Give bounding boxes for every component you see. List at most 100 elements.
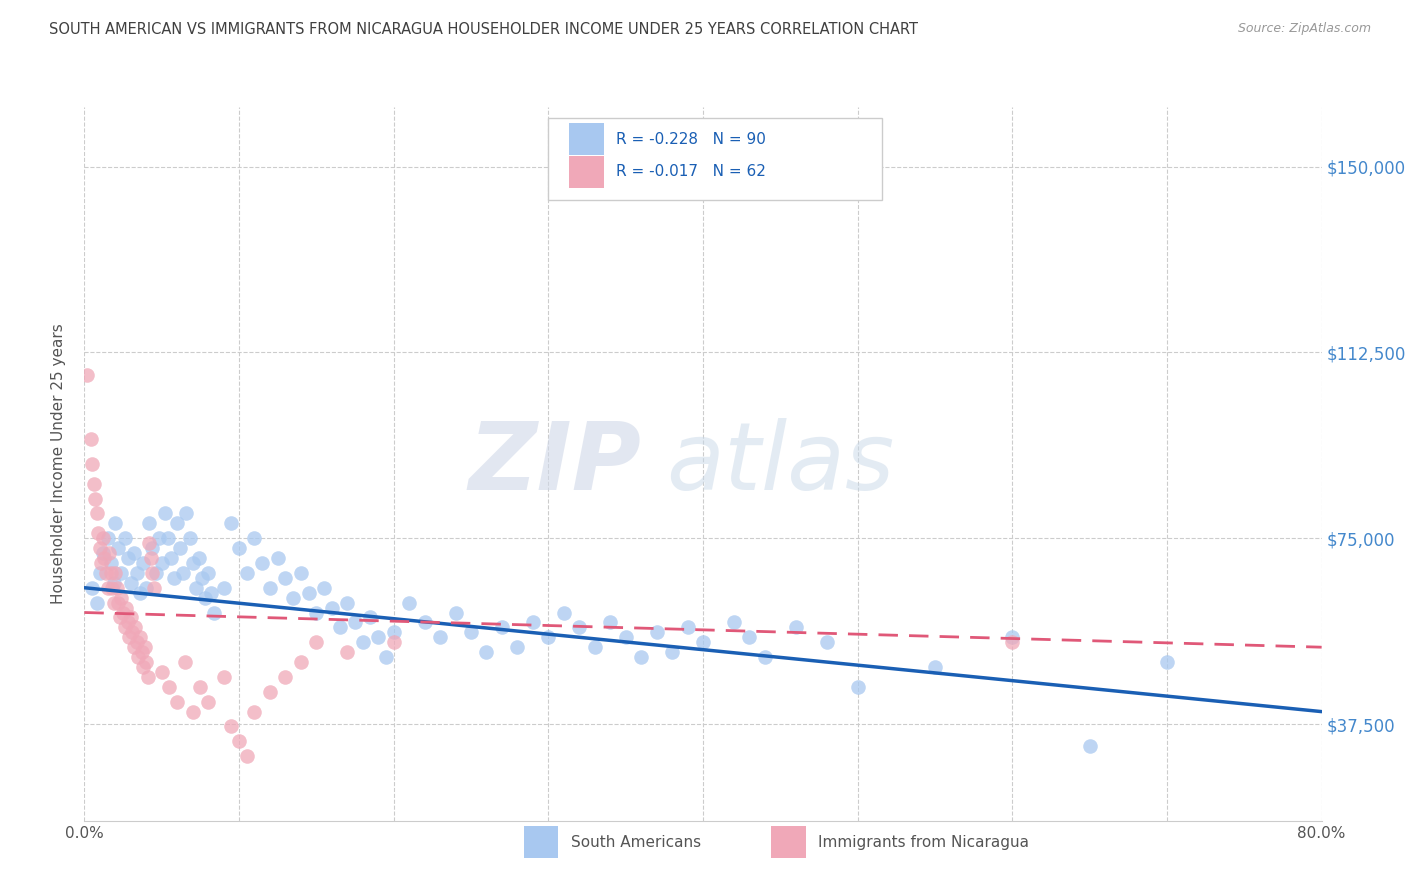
Point <box>82 581 104 595</box>
Point <box>131 645 153 659</box>
Point <box>166 695 188 709</box>
Point <box>118 630 141 644</box>
Point <box>90 556 112 570</box>
Point <box>110 566 132 580</box>
Point <box>329 620 352 634</box>
Point <box>785 620 807 634</box>
Point <box>139 551 162 566</box>
Point <box>267 551 290 566</box>
Point <box>236 749 259 764</box>
Point <box>136 670 159 684</box>
Point <box>121 625 143 640</box>
Point <box>97 581 120 595</box>
Point <box>475 645 498 659</box>
Point <box>141 566 163 580</box>
Point <box>105 581 128 595</box>
Text: ZIP: ZIP <box>468 417 641 510</box>
Point <box>172 566 194 580</box>
Point <box>429 630 451 644</box>
Point <box>103 575 125 590</box>
Point <box>104 566 127 580</box>
Point <box>84 491 107 506</box>
Point <box>191 571 214 585</box>
Point <box>398 596 420 610</box>
Point <box>138 516 160 531</box>
Point <box>815 635 838 649</box>
Point <box>114 620 136 634</box>
FancyBboxPatch shape <box>569 123 605 155</box>
Point <box>676 620 699 634</box>
Point <box>305 635 328 649</box>
Point <box>599 615 621 630</box>
Point <box>290 566 312 580</box>
Point <box>243 705 266 719</box>
Point <box>661 645 683 659</box>
Point <box>107 541 129 555</box>
Text: R = -0.228   N = 90: R = -0.228 N = 90 <box>616 132 766 146</box>
Point <box>1078 739 1101 754</box>
Point <box>141 541 163 555</box>
Text: Immigrants from Nicaragua: Immigrants from Nicaragua <box>818 835 1029 849</box>
Point <box>94 566 117 580</box>
Point <box>194 591 217 605</box>
Point <box>305 606 328 620</box>
Point <box>122 640 145 655</box>
Point <box>382 625 405 640</box>
Point <box>132 556 155 570</box>
Point <box>375 650 398 665</box>
Point <box>522 615 544 630</box>
Point <box>79 432 101 446</box>
Point <box>197 566 219 580</box>
Point <box>243 531 266 545</box>
Point <box>568 620 591 634</box>
Point <box>228 541 250 555</box>
Point <box>153 507 176 521</box>
Point <box>259 685 281 699</box>
Point <box>132 660 155 674</box>
Point <box>86 507 108 521</box>
Point <box>129 585 152 599</box>
Point <box>129 630 152 644</box>
Point <box>298 585 321 599</box>
Point <box>553 606 575 620</box>
Point <box>120 575 142 590</box>
Point <box>160 551 183 566</box>
Text: Source: ZipAtlas.com: Source: ZipAtlas.com <box>1237 22 1371 36</box>
Point <box>100 566 122 580</box>
Point <box>166 516 188 531</box>
Point <box>159 680 181 694</box>
Point <box>148 531 170 545</box>
Point <box>86 596 108 610</box>
Point <box>212 670 235 684</box>
Point <box>413 615 436 630</box>
FancyBboxPatch shape <box>770 826 806 858</box>
Point <box>344 615 367 630</box>
Point <box>100 556 122 570</box>
Point <box>274 670 297 684</box>
Point <box>91 546 114 560</box>
Point <box>110 591 132 605</box>
Point <box>614 630 637 644</box>
Point <box>117 551 139 566</box>
Point <box>83 476 105 491</box>
Point <box>336 596 359 610</box>
Text: atlas: atlas <box>666 418 894 509</box>
Point <box>212 581 235 595</box>
Point <box>179 531 201 545</box>
Point <box>174 655 197 669</box>
Point <box>128 650 150 665</box>
Point <box>150 556 173 570</box>
Point <box>89 566 111 580</box>
Point <box>723 615 745 630</box>
Point <box>314 581 336 595</box>
Point <box>200 585 222 599</box>
Point <box>181 705 204 719</box>
Point <box>321 600 343 615</box>
Point <box>228 734 250 748</box>
Point <box>336 645 359 659</box>
Point <box>352 635 374 649</box>
Point <box>134 640 156 655</box>
Point <box>444 606 467 620</box>
Point <box>290 655 312 669</box>
Text: South Americans: South Americans <box>571 835 700 849</box>
